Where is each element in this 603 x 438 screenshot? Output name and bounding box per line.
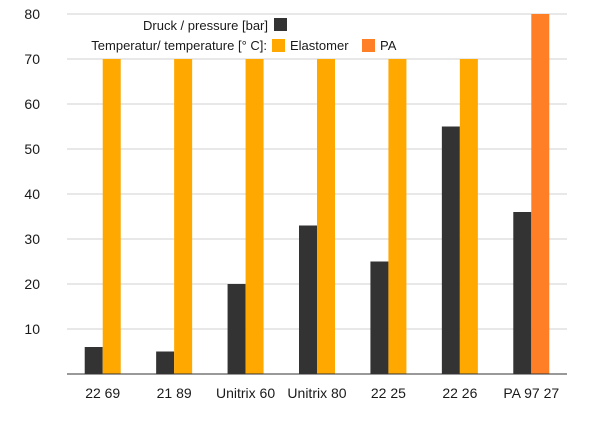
temperature-bar xyxy=(459,59,478,374)
legend-pressure-swatch xyxy=(274,18,287,31)
legend-pressure-label: Druck / pressure [bar] xyxy=(143,18,268,33)
x-tick-label: Unitrix 80 xyxy=(287,385,346,401)
bars xyxy=(84,14,550,374)
y-tick-label: 80 xyxy=(24,6,40,22)
y-tick-label: 60 xyxy=(24,96,40,112)
legend-temperature-label: Temperatur/ temperature [° C]: xyxy=(91,38,267,53)
temperature-bar xyxy=(317,59,335,374)
y-tick-label: 70 xyxy=(24,51,40,67)
temperature-bar xyxy=(174,59,193,374)
x-tick-label: PA 97 27 xyxy=(503,385,559,401)
legend-pa-label: PA xyxy=(380,38,397,53)
pressure-bar xyxy=(84,347,103,374)
y-tick-label: 40 xyxy=(24,186,40,202)
y-tick-label: 30 xyxy=(24,231,40,247)
legend-elastomer-swatch xyxy=(272,39,285,52)
y-tick-label: 10 xyxy=(24,321,40,337)
x-tick-label: 22 25 xyxy=(371,385,406,401)
x-tick-label: 21 89 xyxy=(157,385,192,401)
y-tick-label: 50 xyxy=(24,141,40,157)
legend: Druck / pressure [bar] Temperatur/ tempe… xyxy=(91,18,397,53)
pressure-bar xyxy=(513,212,532,374)
x-tick-label: 22 69 xyxy=(85,385,120,401)
legend-elastomer-label: Elastomer xyxy=(290,38,349,53)
temperature-bar xyxy=(388,59,407,374)
y-tick-label: 20 xyxy=(24,276,40,292)
y-tick-labels: 80 70 60 50 40 30 20 10 xyxy=(24,6,40,337)
x-tick-label: 22 26 xyxy=(442,385,477,401)
x-tick-labels: 22 69 21 89 Unitrix 60 Unitrix 80 22 25 22 26… xyxy=(85,385,559,401)
pressure-bar xyxy=(370,261,389,374)
temperature-bar xyxy=(531,14,550,374)
pressure-bar xyxy=(156,351,175,374)
pressure-bar xyxy=(227,284,246,374)
temperature-bar xyxy=(102,59,121,374)
x-tick-label: Unitrix 60 xyxy=(216,385,275,401)
pressure-bar xyxy=(299,225,317,374)
pressure-bar xyxy=(441,126,460,374)
temperature-bar xyxy=(245,59,264,374)
legend-pa-swatch xyxy=(362,39,375,52)
